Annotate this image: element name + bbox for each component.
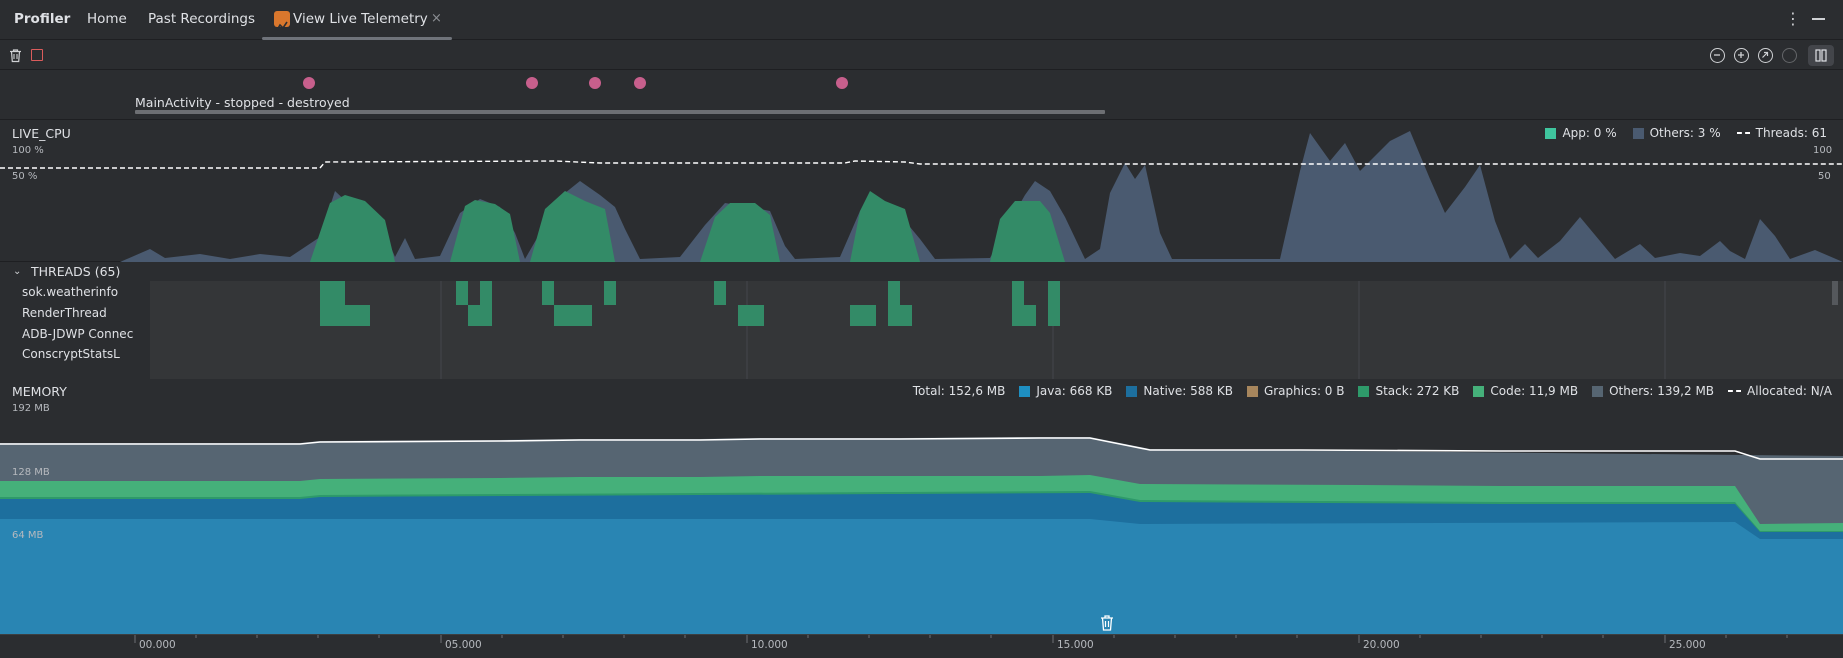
legend-others: Others: 139,2 MB	[1592, 384, 1714, 398]
tab-view-live-telemetry[interactable]: View Live Telemetry ×	[262, 0, 452, 40]
thread-name[interactable]: ConscryptStatsL	[22, 347, 120, 361]
profiler-toolbar	[0, 41, 1843, 70]
memory-axis-label: 128 MB	[12, 467, 50, 478]
time-axis: 00.000 05.000 10.000 15.000 20.000 25.00…	[0, 634, 1843, 658]
app-title: Profiler	[14, 11, 71, 27]
cpu-chart	[0, 131, 1843, 262]
legend-total: Total: 152,6 MB	[912, 384, 1006, 398]
touch-event-marker[interactable]	[303, 77, 315, 89]
legend-swatch	[1019, 385, 1031, 397]
legend-dash	[1736, 132, 1750, 134]
memory-total-line	[0, 437, 1843, 460]
pause-live-button[interactable]	[1808, 45, 1834, 66]
legend-swatch	[1473, 385, 1485, 397]
cpu-title: LIVE_CPU	[12, 126, 71, 141]
legend-swatch	[1126, 385, 1138, 397]
cpu-legend: App: 0 % Others: 3 % Threads: 61	[1545, 126, 1827, 140]
threads-chart	[320, 281, 1838, 379]
cpu-others-area	[0, 131, 1843, 262]
threads-header[interactable]: ⌄ THREADS (65)	[0, 263, 1843, 281]
cpu-axis-label: 100	[1813, 145, 1833, 156]
touch-event-marker[interactable]	[589, 77, 601, 89]
time-tick-label: 10.000	[751, 639, 788, 651]
legend-stack: Stack: 272 KB	[1358, 384, 1459, 398]
memory-legend: Total: 152,6 MB Java: 668 KB Native: 588…	[913, 384, 1832, 398]
legend-code: Code: 11,9 MB	[1473, 384, 1578, 398]
garbage-collection-icon[interactable]	[1099, 614, 1115, 632]
telemetry-icon	[274, 11, 290, 31]
events-lane: MainActivity - stopped - destroyed	[0, 71, 1843, 120]
memory-monitor[interactable]: MEMORY 192 MB 128 MB 64 MB Total: 152,6 …	[0, 379, 1843, 634]
touch-event-marker[interactable]	[526, 77, 538, 89]
thread-name[interactable]: RenderThread	[22, 306, 107, 320]
legend-allocated: Allocated: N/A	[1728, 384, 1832, 398]
reset-zoom-icon[interactable]	[1758, 48, 1773, 63]
threads-monitor: ⌄ THREADS (65) sok.weatherinfo RenderThr…	[0, 263, 1843, 379]
legend-java: Java: 668 KB	[1019, 384, 1112, 398]
attach-to-live-icon[interactable]	[1782, 48, 1797, 63]
cpu-axis-label: 100 %	[12, 145, 44, 156]
time-axis-ticks	[134, 635, 1788, 643]
legend-native: Native: 588 KB	[1126, 384, 1233, 398]
chevron-down-icon[interactable]: ⌄	[13, 266, 22, 277]
legend-graphics: Graphics: 0 B	[1246, 384, 1344, 398]
tab-past-recordings[interactable]: Past Recordings	[148, 11, 255, 27]
touch-event-marker[interactable]	[634, 77, 646, 89]
time-tick-label: 00.000	[139, 639, 176, 651]
thread-name[interactable]: ADB-JDWP Connec	[22, 327, 134, 341]
memory-chart	[0, 437, 1843, 634]
memory-axis-label: 192 MB	[12, 403, 50, 414]
trash-icon[interactable]	[8, 48, 23, 63]
memory-title: MEMORY	[12, 384, 67, 399]
cpu-axis-label: 50 %	[12, 171, 38, 182]
legend-swatch	[1592, 385, 1604, 397]
thread-state-blocks	[320, 281, 1060, 326]
memory-axis-label: 64 MB	[12, 530, 44, 541]
pause-icon	[1815, 49, 1827, 62]
minimize-icon[interactable]	[1812, 18, 1825, 20]
legend-threads: Threads: 61	[1736, 126, 1827, 140]
stop-recording-icon[interactable]	[31, 49, 43, 61]
time-tick-label: 05.000	[445, 639, 482, 651]
legend-others: Others: 3 %	[1632, 126, 1721, 140]
legend-swatch	[1632, 127, 1644, 139]
zoom-in-icon[interactable]	[1734, 48, 1749, 63]
tab-bar: Profiler Home Past Recordings View Live …	[0, 0, 1843, 40]
memory-java-area	[0, 519, 1843, 634]
cpu-axis-label: 50	[1818, 171, 1831, 182]
thread-name[interactable]: sok.weatherinfo	[22, 285, 119, 299]
touch-event-marker[interactable]	[836, 77, 848, 89]
threads-gridlines	[440, 281, 1666, 379]
time-tick-label: 15.000	[1057, 639, 1094, 651]
time-tick-label: 20.000	[1363, 639, 1400, 651]
cpu-threads-line	[0, 160, 1843, 169]
legend-swatch	[1545, 127, 1557, 139]
legend-swatch	[1246, 385, 1258, 397]
time-tick-label: 25.000	[1669, 639, 1706, 651]
tab-label: View Live Telemetry	[293, 11, 428, 27]
activity-lifetime-bar[interactable]	[135, 110, 1105, 114]
more-options-icon[interactable]: ⋮	[1785, 9, 1801, 28]
legend-swatch	[1358, 385, 1370, 397]
legend-dash	[1728, 390, 1742, 392]
threads-scrollbar	[1832, 281, 1838, 305]
threads-timeline[interactable]	[150, 281, 1843, 379]
close-tab-icon[interactable]: ×	[431, 11, 442, 26]
legend-app: App: 0 %	[1545, 126, 1617, 140]
cpu-monitor[interactable]: LIVE_CPU 100 % 50 % 100 50 App: 0 % Othe…	[0, 121, 1843, 262]
threads-title: THREADS (65)	[31, 264, 121, 279]
activity-label: MainActivity - stopped - destroyed	[135, 95, 350, 110]
tab-home[interactable]: Home	[87, 11, 127, 27]
active-tab-indicator	[262, 37, 452, 40]
zoom-out-icon[interactable]	[1710, 48, 1725, 63]
